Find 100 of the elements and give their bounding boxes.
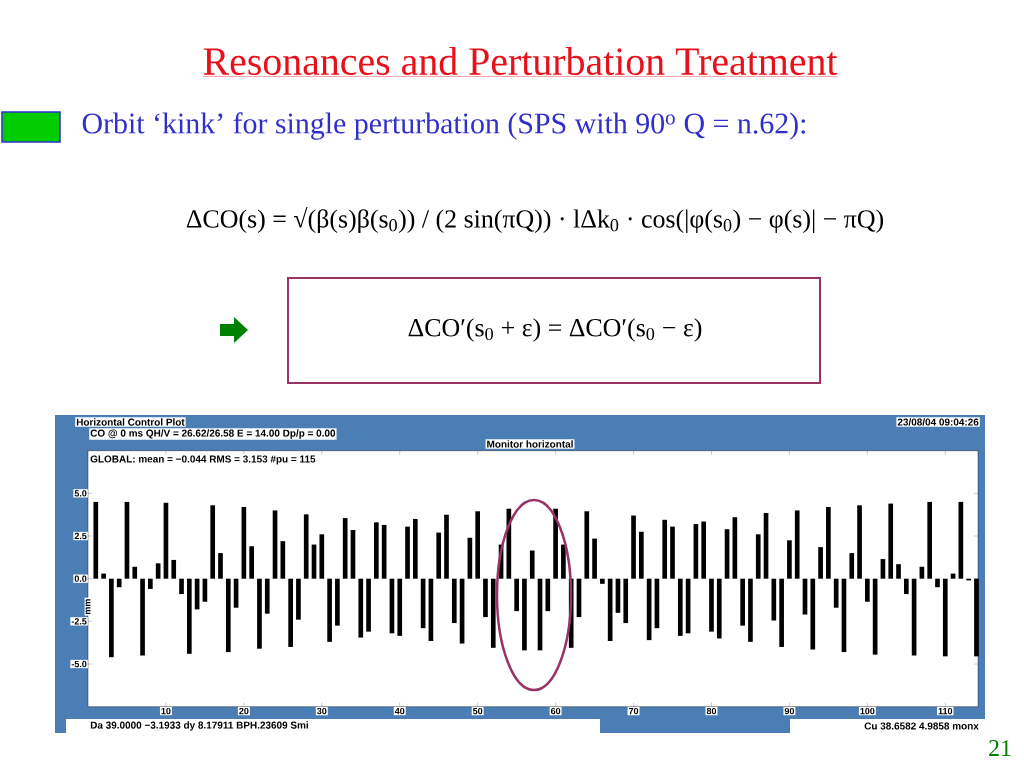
- bar: [771, 578, 777, 621]
- bar: [607, 578, 613, 641]
- bar: [677, 578, 683, 636]
- bar: [896, 564, 901, 579]
- bar: [109, 578, 114, 658]
- annotation: GLOBAL: mean = −0.044 RMS = 3.153 #pu = 115: [90, 455, 316, 465]
- text: 23/08/04 09:04:26: [897, 418, 979, 426]
- bar: [857, 505, 862, 579]
- text: Monitor horizontal: [487, 440, 573, 448]
- y-tick-label: 2.5: [74, 532, 87, 540]
- bar: [116, 578, 122, 588]
- bar: [592, 538, 597, 579]
- bar: [600, 578, 605, 584]
- bar: [514, 578, 519, 612]
- bar: [903, 578, 909, 595]
- bar: [716, 578, 722, 639]
- bar: [709, 578, 714, 632]
- bar: [490, 578, 496, 648]
- bar: [810, 578, 816, 650]
- bar: [545, 578, 551, 612]
- bar: [93, 501, 99, 579]
- bar: [942, 578, 948, 657]
- bar: [397, 578, 403, 636]
- bar: [366, 578, 371, 632]
- x-tick-label: 20: [239, 707, 249, 715]
- text: Da 39.0000 −3.1933 dy 8.17911 BPH.23609 Smi: [90, 721, 308, 731]
- bar: [826, 507, 831, 579]
- bar: [935, 578, 940, 588]
- x-tick-label: 60: [550, 707, 561, 715]
- bar: [631, 515, 636, 579]
- bar: [475, 511, 481, 579]
- x-tick-label: 70: [628, 707, 639, 715]
- bar: [296, 578, 301, 620]
- bar: [148, 578, 153, 589]
- bar: [436, 532, 442, 579]
- text: 21: [989, 740, 1011, 756]
- bar: [755, 534, 761, 579]
- bar: [218, 553, 223, 579]
- bar: [888, 503, 894, 579]
- text: ΔCO′(s$_{0}$ + ε) = ΔCO′(s$_{0}$ − ε): [408, 318, 702, 342]
- y-axis-title: mm: [85, 599, 91, 615]
- y-tick-label: 0.0: [74, 575, 87, 582]
- bar: [210, 505, 216, 579]
- text: CO @ 0 ms QH/V = 26.62/26.58 E = 14.00 Dp/p = 0.00: [90, 429, 336, 439]
- bar: [779, 578, 784, 647]
- bar: [412, 518, 418, 579]
- bar: [865, 578, 870, 602]
- bar: [483, 578, 488, 618]
- bar: [225, 578, 231, 653]
- bar: [584, 511, 590, 579]
- bar: [748, 578, 753, 642]
- x-tick-label: 30: [317, 707, 327, 715]
- bar: [623, 578, 629, 624]
- bar: [662, 519, 668, 579]
- bar: [818, 547, 823, 579]
- bar: [179, 578, 184, 595]
- bar: [787, 540, 792, 579]
- bar: [927, 501, 933, 579]
- bar: [451, 578, 457, 624]
- bar: [327, 578, 332, 642]
- bar: [132, 566, 138, 579]
- bar: [833, 578, 839, 608]
- bar: [303, 514, 309, 579]
- x-tick-label: 90: [784, 707, 795, 715]
- bar: [101, 573, 106, 579]
- bar: [701, 521, 707, 579]
- bar: [288, 578, 293, 647]
- y-tick-label: -5.0: [71, 660, 87, 668]
- bar: [553, 508, 558, 579]
- bar: [639, 531, 644, 579]
- bar: [740, 578, 745, 626]
- bar: [794, 510, 800, 579]
- bar: [249, 546, 254, 579]
- bar: [186, 578, 192, 654]
- bar: [171, 559, 177, 579]
- bar: [849, 553, 855, 579]
- bar: [522, 578, 527, 651]
- bar: [335, 578, 340, 626]
- x-tick-label: 110: [938, 707, 953, 715]
- y-tick-label: 5.0: [74, 490, 87, 497]
- text: Cu 38.6582 4.9858 monx: [864, 722, 979, 730]
- bar: [358, 578, 364, 638]
- bar: [670, 526, 675, 579]
- x-tick-label: 40: [394, 707, 405, 715]
- bar: [140, 578, 145, 656]
- chart-title: Resonances and Perturbation Treatment: [203, 46, 838, 76]
- x-tick-label: 50: [472, 707, 483, 715]
- chart-subtitle: Orbit ‘kink’ for single perturbation (SPS with 90$^{o}$ Q = n.62):: [82, 112, 806, 140]
- bar: [444, 514, 449, 579]
- bar: [319, 534, 325, 579]
- bar: [264, 578, 270, 614]
- bar: [405, 526, 410, 579]
- bar: [374, 522, 379, 579]
- bar: [342, 518, 348, 579]
- bar: [561, 544, 566, 579]
- x-tick-label: 10: [161, 707, 171, 715]
- bar: [257, 578, 262, 649]
- text: ΔCO(s) = √(β(s)β(s$_{0}$)) / (2 sin(πQ)) · lΔk$_{0}$ · cos(|φ(s$_{0}$) − φ(s)| − πQ): [186, 206, 884, 234]
- bar: [529, 550, 535, 579]
- y-tick-label: -2.5: [71, 618, 87, 625]
